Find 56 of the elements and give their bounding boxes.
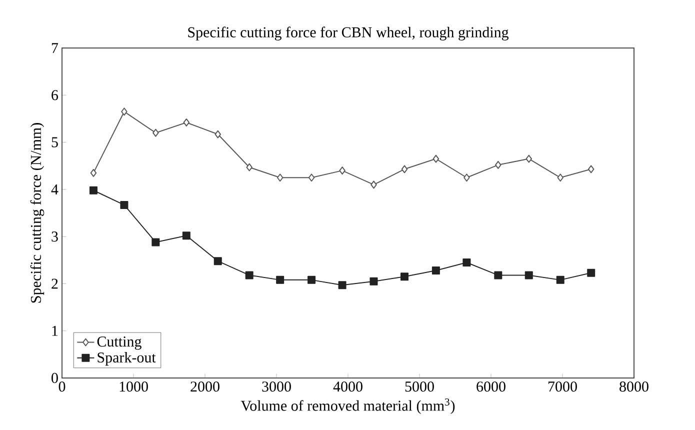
y-tick-label: 1 (52, 326, 58, 336)
x-axis-title: Volume of removed material (mm$^{3}$) (240, 398, 455, 414)
x-tick-label: 5000 (405, 382, 434, 392)
point (401, 165, 408, 174)
point (152, 128, 159, 137)
point (246, 163, 252, 172)
point (308, 174, 315, 182)
point (557, 174, 564, 182)
y-axis-title: Specific cutting force (N/mm) (30, 123, 44, 303)
point (89, 186, 98, 194)
point (120, 200, 128, 209)
point (526, 154, 532, 163)
x-tick-label: 0 (58, 382, 66, 392)
legend-label: Cutting (97, 336, 142, 350)
y-tick-label: 2 (52, 278, 58, 289)
point (556, 276, 564, 284)
point (588, 165, 594, 174)
point (339, 166, 346, 175)
x-tick-label: 6000 (476, 382, 506, 392)
point (121, 108, 128, 116)
x-tick-label: 4000 (333, 382, 362, 392)
x-tick-label: 8000 (620, 382, 648, 392)
point (245, 271, 254, 280)
y-tick-label: 5 (52, 137, 58, 148)
point (276, 174, 284, 182)
y-tick-label: 7 (52, 43, 58, 53)
point (370, 180, 377, 189)
point (370, 277, 378, 286)
point (524, 271, 533, 280)
legend-label: Spark-out (98, 352, 156, 366)
x-tick-label: 2000 (190, 382, 220, 392)
x-tick-label: 1000 (120, 382, 148, 392)
point (464, 174, 470, 182)
x-tick-label: 3000 (262, 382, 291, 392)
point (462, 258, 471, 266)
chart-title: Specific cutting force for CBN wheel, rough grinding (188, 26, 509, 40)
point (587, 268, 596, 277)
point (214, 130, 221, 138)
point (182, 232, 190, 240)
point (338, 281, 346, 290)
point (214, 257, 222, 266)
point (308, 276, 316, 284)
y-tick-label: 6 (52, 90, 58, 100)
point (494, 271, 502, 280)
point (495, 160, 502, 169)
point (152, 238, 160, 246)
point (183, 118, 190, 126)
y-tick-label: 3 (52, 232, 58, 242)
point (276, 276, 284, 284)
point (90, 168, 97, 177)
point (400, 272, 408, 281)
y-tick-label: 0 (52, 372, 58, 384)
x-tick-label: 7000 (548, 382, 577, 392)
point (432, 266, 440, 275)
y-tick-label: 4 (51, 184, 58, 194)
point (432, 154, 440, 163)
